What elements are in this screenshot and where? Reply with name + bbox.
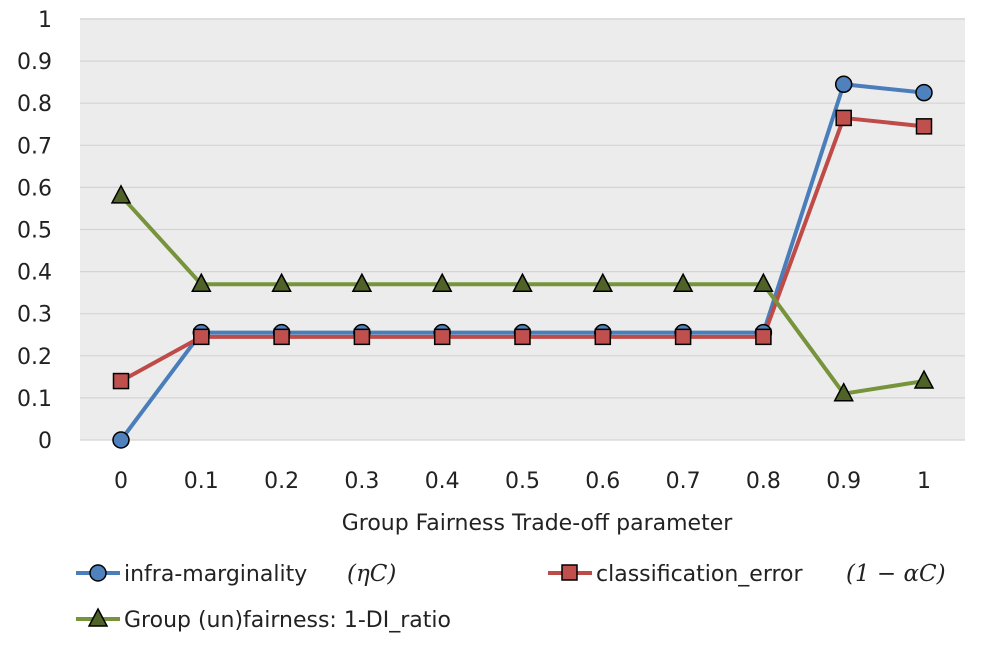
data-point-group-unfairness [191,272,212,292]
data-point-group-unfairness [512,272,533,292]
data-point-classification-error [674,328,692,346]
data-point-classification-error [755,328,772,346]
y-tick-label: 0.2 [17,345,52,370]
legend-label-classification-error: classification_error [596,562,804,587]
x-axis-title: Group Fairness Trade-off parameter [342,511,734,536]
data-point-classification-error [915,118,933,135]
x-tick-label: 0.6 [585,469,620,494]
legend-marker-classification-error [561,564,578,581]
legend-math-classification-error: (1 − αC) [846,561,946,587]
y-tick-label: 0.7 [17,134,52,159]
data-point-infra-marginality [112,431,130,449]
legend-marker-infra-marginality [89,564,107,582]
x-tick-label: 0.4 [425,469,460,494]
data-point-group-unfairness [592,272,614,292]
legend-label-group-unfairness: Group (un)fairness: 1-DI_ratio [124,608,451,633]
x-tick-label: 1 [917,469,931,494]
legend-label-infra-marginality: infra-marginality [124,562,307,587]
data-point-group-unfairness [833,382,854,402]
y-tick-label: 0.4 [17,261,52,286]
data-point-group-unfairness [672,272,694,292]
legend-item-infra-marginality: infra-marginality (ηC) [76,561,396,587]
data-point-group-unfairness [110,184,132,204]
data-point-group-unfairness [913,369,935,389]
data-point-classification-error [112,372,130,390]
legend-item-classification-error: classification_error (1 − αC) [548,561,946,587]
grid-lines [80,18,965,441]
legend: infra-marginality (ηC) classification_er… [76,561,946,633]
y-tick-label: 0.6 [17,176,52,201]
data-point-classification-error [273,328,290,346]
x-tick-label: 0.1 [184,469,219,494]
series-markers [110,75,935,449]
data-point-classification-error [594,328,612,346]
x-axis-ticks: 0 0.1 0.2 0.3 0.4 0.5 0.6 0.7 0.8 0.9 1 [114,469,931,494]
data-point-infra-marginality [915,83,933,102]
x-tick-label: 0.5 [505,469,540,494]
y-tick-label: 0.5 [17,219,52,244]
data-point-group-unfairness [351,272,373,292]
data-point-classification-error [193,328,210,346]
y-tick-label: 0.8 [17,92,52,117]
data-point-classification-error [514,328,531,346]
data-point-infra-marginality [834,75,853,94]
data-point-classification-error [835,109,852,127]
y-tick-label: 1 [38,8,52,33]
x-tick-label: 0.9 [826,469,861,494]
x-tick-label: 0.3 [344,469,379,494]
y-tick-label: 0.9 [17,50,52,75]
legend-item-group-unfairness: Group (un)fairness: 1-DI_ratio [76,607,451,633]
y-tick-label: 0.1 [17,387,52,412]
x-tick-label: 0.2 [264,469,299,494]
legend-math-infra-marginality: (ηC) [347,561,396,587]
data-point-group-unfairness [431,272,453,292]
y-axis-ticks: 0 0.1 0.2 0.3 0.4 0.5 0.6 0.7 0.8 0.9 1 [17,8,52,454]
x-tick-label: 0.8 [746,469,781,494]
y-tick-label: 0.3 [17,303,52,328]
legend-marker-group-unfairness [87,607,109,627]
data-point-classification-error [353,328,371,346]
y-tick-label: 0 [38,429,52,454]
x-tick-label: 0.7 [666,469,701,494]
data-point-group-unfairness [753,272,774,292]
data-point-group-unfairness [271,272,292,292]
x-tick-label: 0 [114,469,128,494]
data-point-classification-error [433,328,451,346]
